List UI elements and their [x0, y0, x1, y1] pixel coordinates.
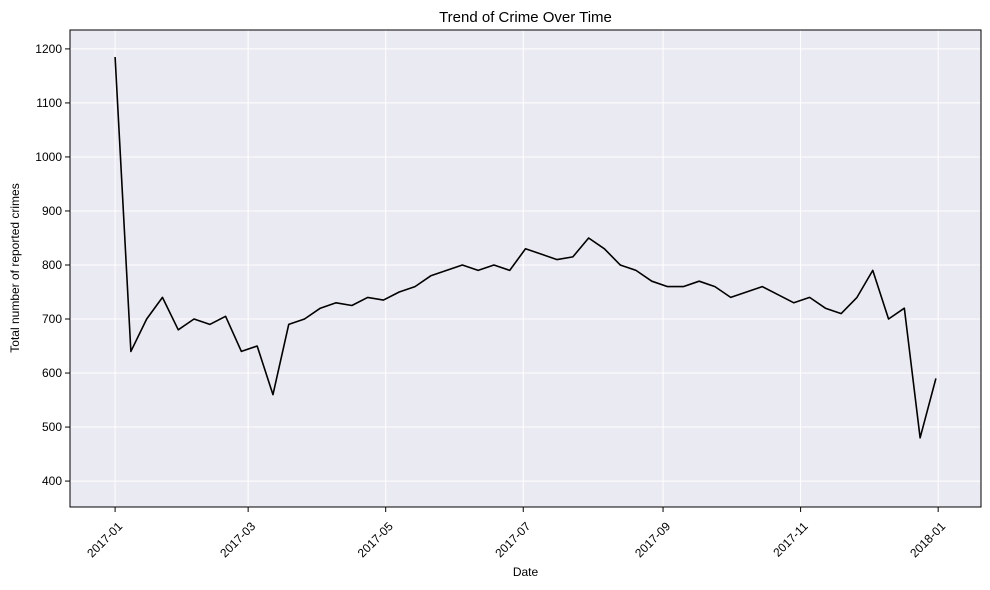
x-tick-label: 2017-05	[355, 519, 396, 560]
x-tick-label: 2017-01	[84, 519, 125, 560]
y-tick-label: 800	[42, 258, 62, 272]
x-ticks: 2017-01 2017-03 2017-05 2017-07 2017-09 2017-…	[84, 507, 949, 560]
y-tick-label: 900	[42, 204, 62, 218]
x-tick-label: 2017-11	[770, 519, 811, 560]
data-line-layer	[114, 56, 937, 439]
y-tick-label: 600	[42, 366, 62, 380]
plot-background	[70, 30, 981, 507]
y-tick-label: 500	[42, 420, 62, 434]
y-tick-label: 1000	[35, 150, 62, 164]
x-grid	[114, 30, 939, 507]
y-tick-label: 1200	[35, 42, 62, 56]
y-axis-label: Total number of reported crimes	[8, 183, 22, 352]
y-tick-label: 700	[42, 312, 62, 326]
x-tick-label: 2018-01	[907, 519, 948, 560]
plot-frame	[69, 29, 982, 508]
x-tick-label: 2017-03	[217, 519, 258, 560]
x-tick-label: 2017-09	[632, 519, 673, 560]
x-axis-label: Date	[513, 565, 539, 579]
y-ticks: 400 500 600 700 800 900 1000 1100 1200	[35, 42, 70, 488]
series-line	[114, 56, 937, 439]
chart-title: Trend of Crime Over Time	[439, 9, 612, 26]
y-tick-label: 400	[42, 474, 62, 488]
y-tick-label: 1100	[36, 96, 62, 110]
x-tick-label: 2017-07	[492, 519, 533, 560]
plot-frame-rect	[69, 29, 982, 508]
